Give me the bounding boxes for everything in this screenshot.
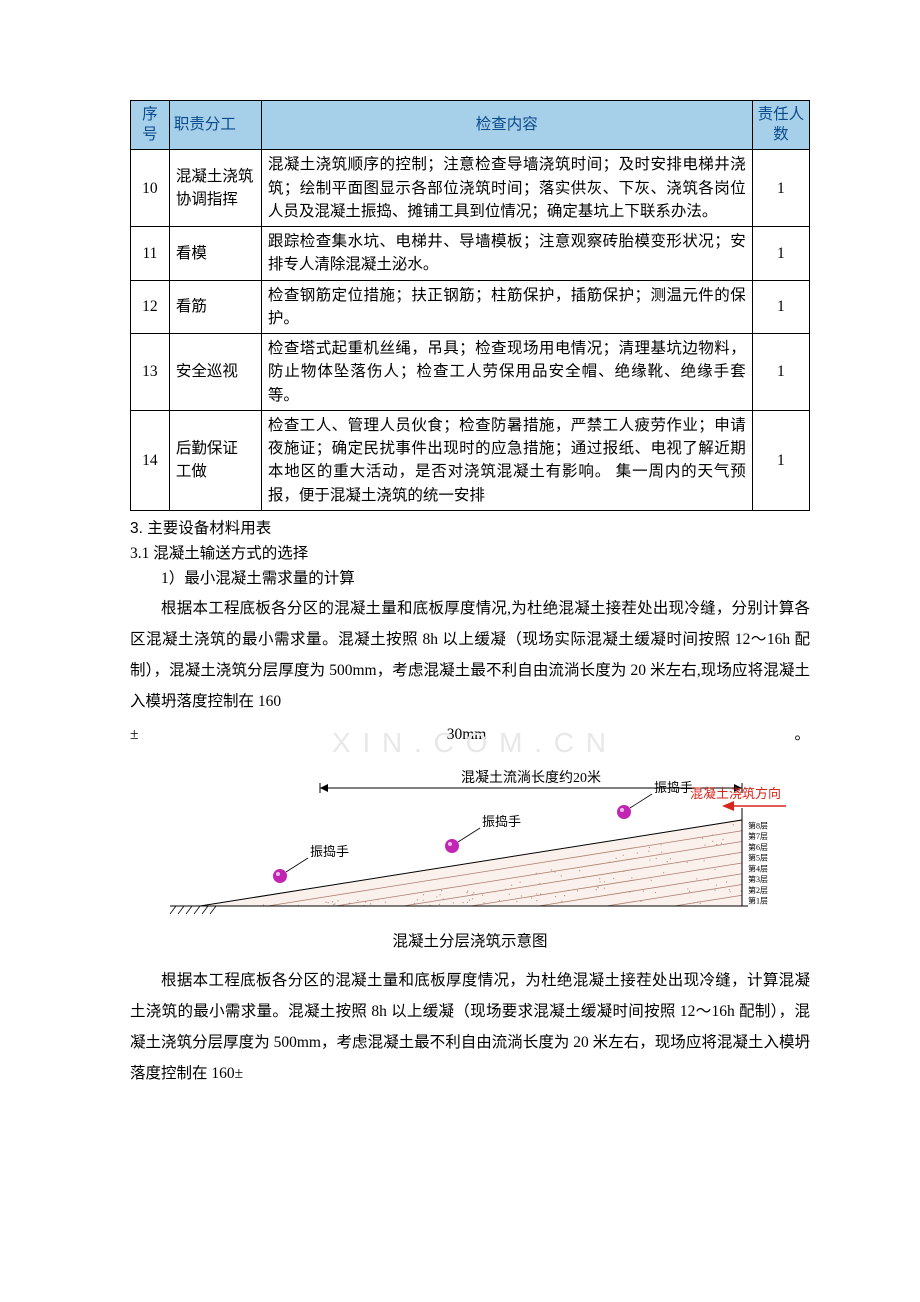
cell-idx: 12 — [131, 280, 170, 334]
table-row: 14后勤保证工做检查工人、管理人员伙食；检查防暑措施，严禁工人疲劳作业；申请夜施… — [131, 410, 810, 510]
section3-1-heading: 3.1 混凝土输送方式的选择 — [130, 542, 810, 565]
cell-count: 1 — [752, 227, 809, 281]
svg-text:第4层: 第4层 — [748, 863, 768, 873]
cell-count: 1 — [752, 280, 809, 334]
svg-text:第5层: 第5层 — [748, 852, 768, 862]
cell-role: 看模 — [169, 227, 261, 281]
cell-count: 1 — [752, 410, 809, 510]
svg-text:振捣手: 振捣手 — [482, 814, 521, 829]
col-header-role: 职责分工 — [169, 101, 261, 150]
section3-para2: 根据本工程底板各分区的混凝土量和底板厚度情况，为杜绝混凝土接茬处出现冷缝，计算混… — [130, 965, 810, 1089]
col-header-count: 责任人 数 — [752, 101, 809, 150]
tail-right: 。 — [794, 719, 810, 750]
svg-text:振捣手: 振捣手 — [654, 780, 693, 795]
cell-role: 混凝土浇筑协调指挥 — [169, 150, 261, 227]
svg-text:第1层: 第1层 — [748, 895, 768, 905]
tail-mid: 30mm — [447, 719, 487, 750]
svg-text:第6层: 第6层 — [748, 841, 768, 851]
col-header-content: 检查内容 — [261, 101, 752, 150]
col-header-index: 序 号 — [131, 101, 170, 150]
cell-count: 1 — [752, 150, 809, 227]
svg-text:振捣手: 振捣手 — [310, 844, 349, 859]
section3-para1: 根据本工程底板各分区的混凝土量和底板厚度情况,为杜绝混凝土接茬处出现冷缝，分别计… — [130, 593, 810, 717]
cell-content: 检查塔式起重机丝绳，吊具；检查现场用电情况；清理基坑边物料，防止物体坠落伤人；检… — [261, 334, 752, 411]
cell-idx: 10 — [131, 150, 170, 227]
responsibility-table: 序 号 职责分工 检查内容 责任人 数 10混凝土浇筑协调指挥混凝土浇筑顺序的控… — [130, 100, 810, 511]
cell-content: 检查工人、管理人员伙食；检查防暑措施，严禁工人疲劳作业；申请夜施证；确定民扰事件… — [261, 410, 752, 510]
svg-text:第2层: 第2层 — [748, 884, 768, 894]
table-row: 10混凝土浇筑协调指挥混凝土浇筑顺序的控制；注意检查导墙浇筑时间；及时安排电梯井… — [131, 150, 810, 227]
table-header-row: 序 号 职责分工 检查内容 责任人 数 — [131, 101, 810, 150]
section3-para1-tail: ± 30mm 。 — [130, 719, 810, 750]
cell-role: 看筋 — [169, 280, 261, 334]
svg-text:混凝土浇筑方向: 混凝土浇筑方向 — [690, 786, 781, 801]
cell-role: 后勤保证工做 — [169, 410, 261, 510]
cell-content: 检查钢筋定位措施；扶正钢筋；柱筋保护，插筋保护；测温元件的保护。 — [261, 280, 752, 334]
cell-content: 跟踪检查集水坑、电梯井、导墙模板；注意观察砖胎模变形状况；安排专人清除混凝土泌水… — [261, 227, 752, 281]
svg-text:第7层: 第7层 — [748, 831, 768, 841]
svg-text:第8层: 第8层 — [748, 820, 768, 830]
cell-idx: 11 — [131, 227, 170, 281]
layered-pour-diagram: 混凝土流淌长度约20米混凝土浇筑方向第8层第7层第6层第5层第4层第3层第2层第… — [150, 766, 790, 922]
section3-heading: 3. 主要设备材料用表 — [130, 517, 810, 540]
table-row: 13安全巡视检查塔式起重机丝绳，吊具；检查现场用电情况；清理基坑边物料，防止物体… — [131, 334, 810, 411]
diagram-svg: 混凝土流淌长度约20米混凝土浇筑方向第8层第7层第6层第5层第4层第3层第2层第… — [150, 766, 790, 922]
cell-idx: 14 — [131, 410, 170, 510]
svg-text:混凝土流淌长度约20米: 混凝土流淌长度约20米 — [461, 770, 601, 786]
cell-count: 1 — [752, 334, 809, 411]
cell-role: 安全巡视 — [169, 334, 261, 411]
diagram-caption: 混凝土分层浇筑示意图 — [130, 930, 810, 953]
tail-left: ± — [130, 719, 139, 750]
cell-content: 混凝土浇筑顺序的控制；注意检查导墙浇筑时间；及时安排电梯井浇筑；绘制平面图显示各… — [261, 150, 752, 227]
table-row: 11看模跟踪检查集水坑、电梯井、导墙模板；注意观察砖胎模变形状况；安排专人清除混… — [131, 227, 810, 281]
table-row: 12看筋检查钢筋定位措施；扶正钢筋；柱筋保护，插筋保护；测温元件的保护。1 — [131, 280, 810, 334]
section3-1-item1: 1）最小混凝土需求量的计算 — [130, 567, 810, 590]
cell-idx: 13 — [131, 334, 170, 411]
svg-text:第3层: 第3层 — [748, 874, 768, 884]
